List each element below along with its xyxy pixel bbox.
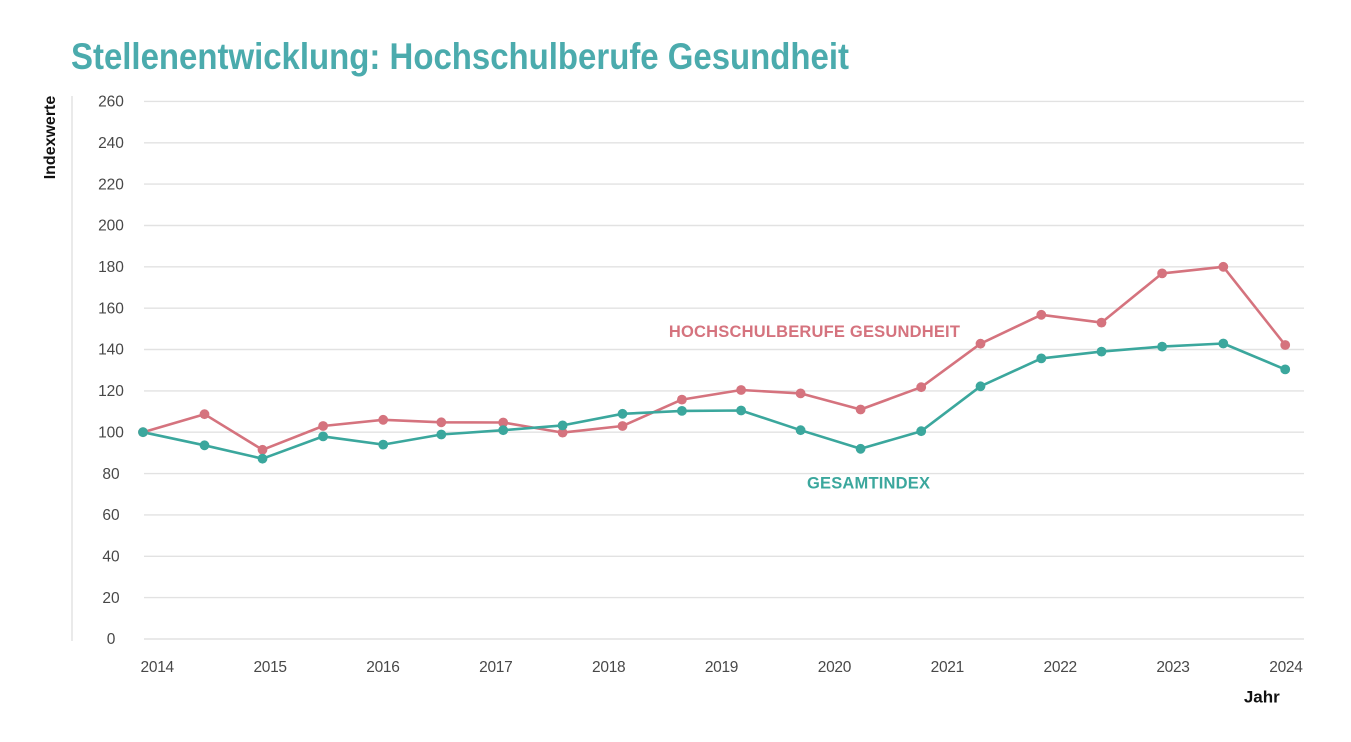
svg-text:2023: 2023: [1156, 659, 1189, 676]
svg-text:2018: 2018: [592, 659, 625, 676]
svg-text:240: 240: [98, 135, 124, 152]
svg-text:220: 220: [98, 176, 124, 193]
svg-text:140: 140: [98, 342, 124, 359]
svg-text:2022: 2022: [1044, 659, 1077, 676]
svg-text:2021: 2021: [931, 659, 964, 676]
svg-text:Stellenentwicklung: Hochschulb: Stellenentwicklung: Hochschulberufe Gesu…: [71, 36, 849, 77]
svg-text:2017: 2017: [479, 659, 512, 676]
svg-text:2015: 2015: [253, 659, 286, 676]
svg-text:2016: 2016: [366, 659, 399, 676]
svg-text:20: 20: [102, 590, 120, 607]
svg-text:0: 0: [107, 631, 116, 648]
svg-text:HOCHSCHULBERUFE GESUNDHEIT: HOCHSCHULBERUFE GESUNDHEIT: [669, 323, 960, 341]
svg-text:2020: 2020: [818, 659, 852, 676]
svg-text:80: 80: [102, 466, 120, 483]
svg-text:Indexwerte: Indexwerte: [42, 96, 59, 180]
svg-text:2024: 2024: [1269, 659, 1303, 676]
svg-text:GESAMTINDEX: GESAMTINDEX: [807, 474, 930, 492]
svg-text:2014: 2014: [141, 659, 175, 676]
svg-text:200: 200: [98, 218, 124, 235]
svg-text:180: 180: [98, 259, 124, 276]
svg-text:100: 100: [98, 424, 124, 441]
svg-text:60: 60: [102, 507, 120, 524]
svg-text:160: 160: [98, 300, 124, 317]
svg-text:120: 120: [98, 383, 124, 400]
svg-text:40: 40: [102, 549, 120, 566]
svg-text:260: 260: [98, 94, 124, 111]
svg-text:2019: 2019: [705, 659, 738, 676]
svg-text:Jahr: Jahr: [1244, 688, 1280, 707]
